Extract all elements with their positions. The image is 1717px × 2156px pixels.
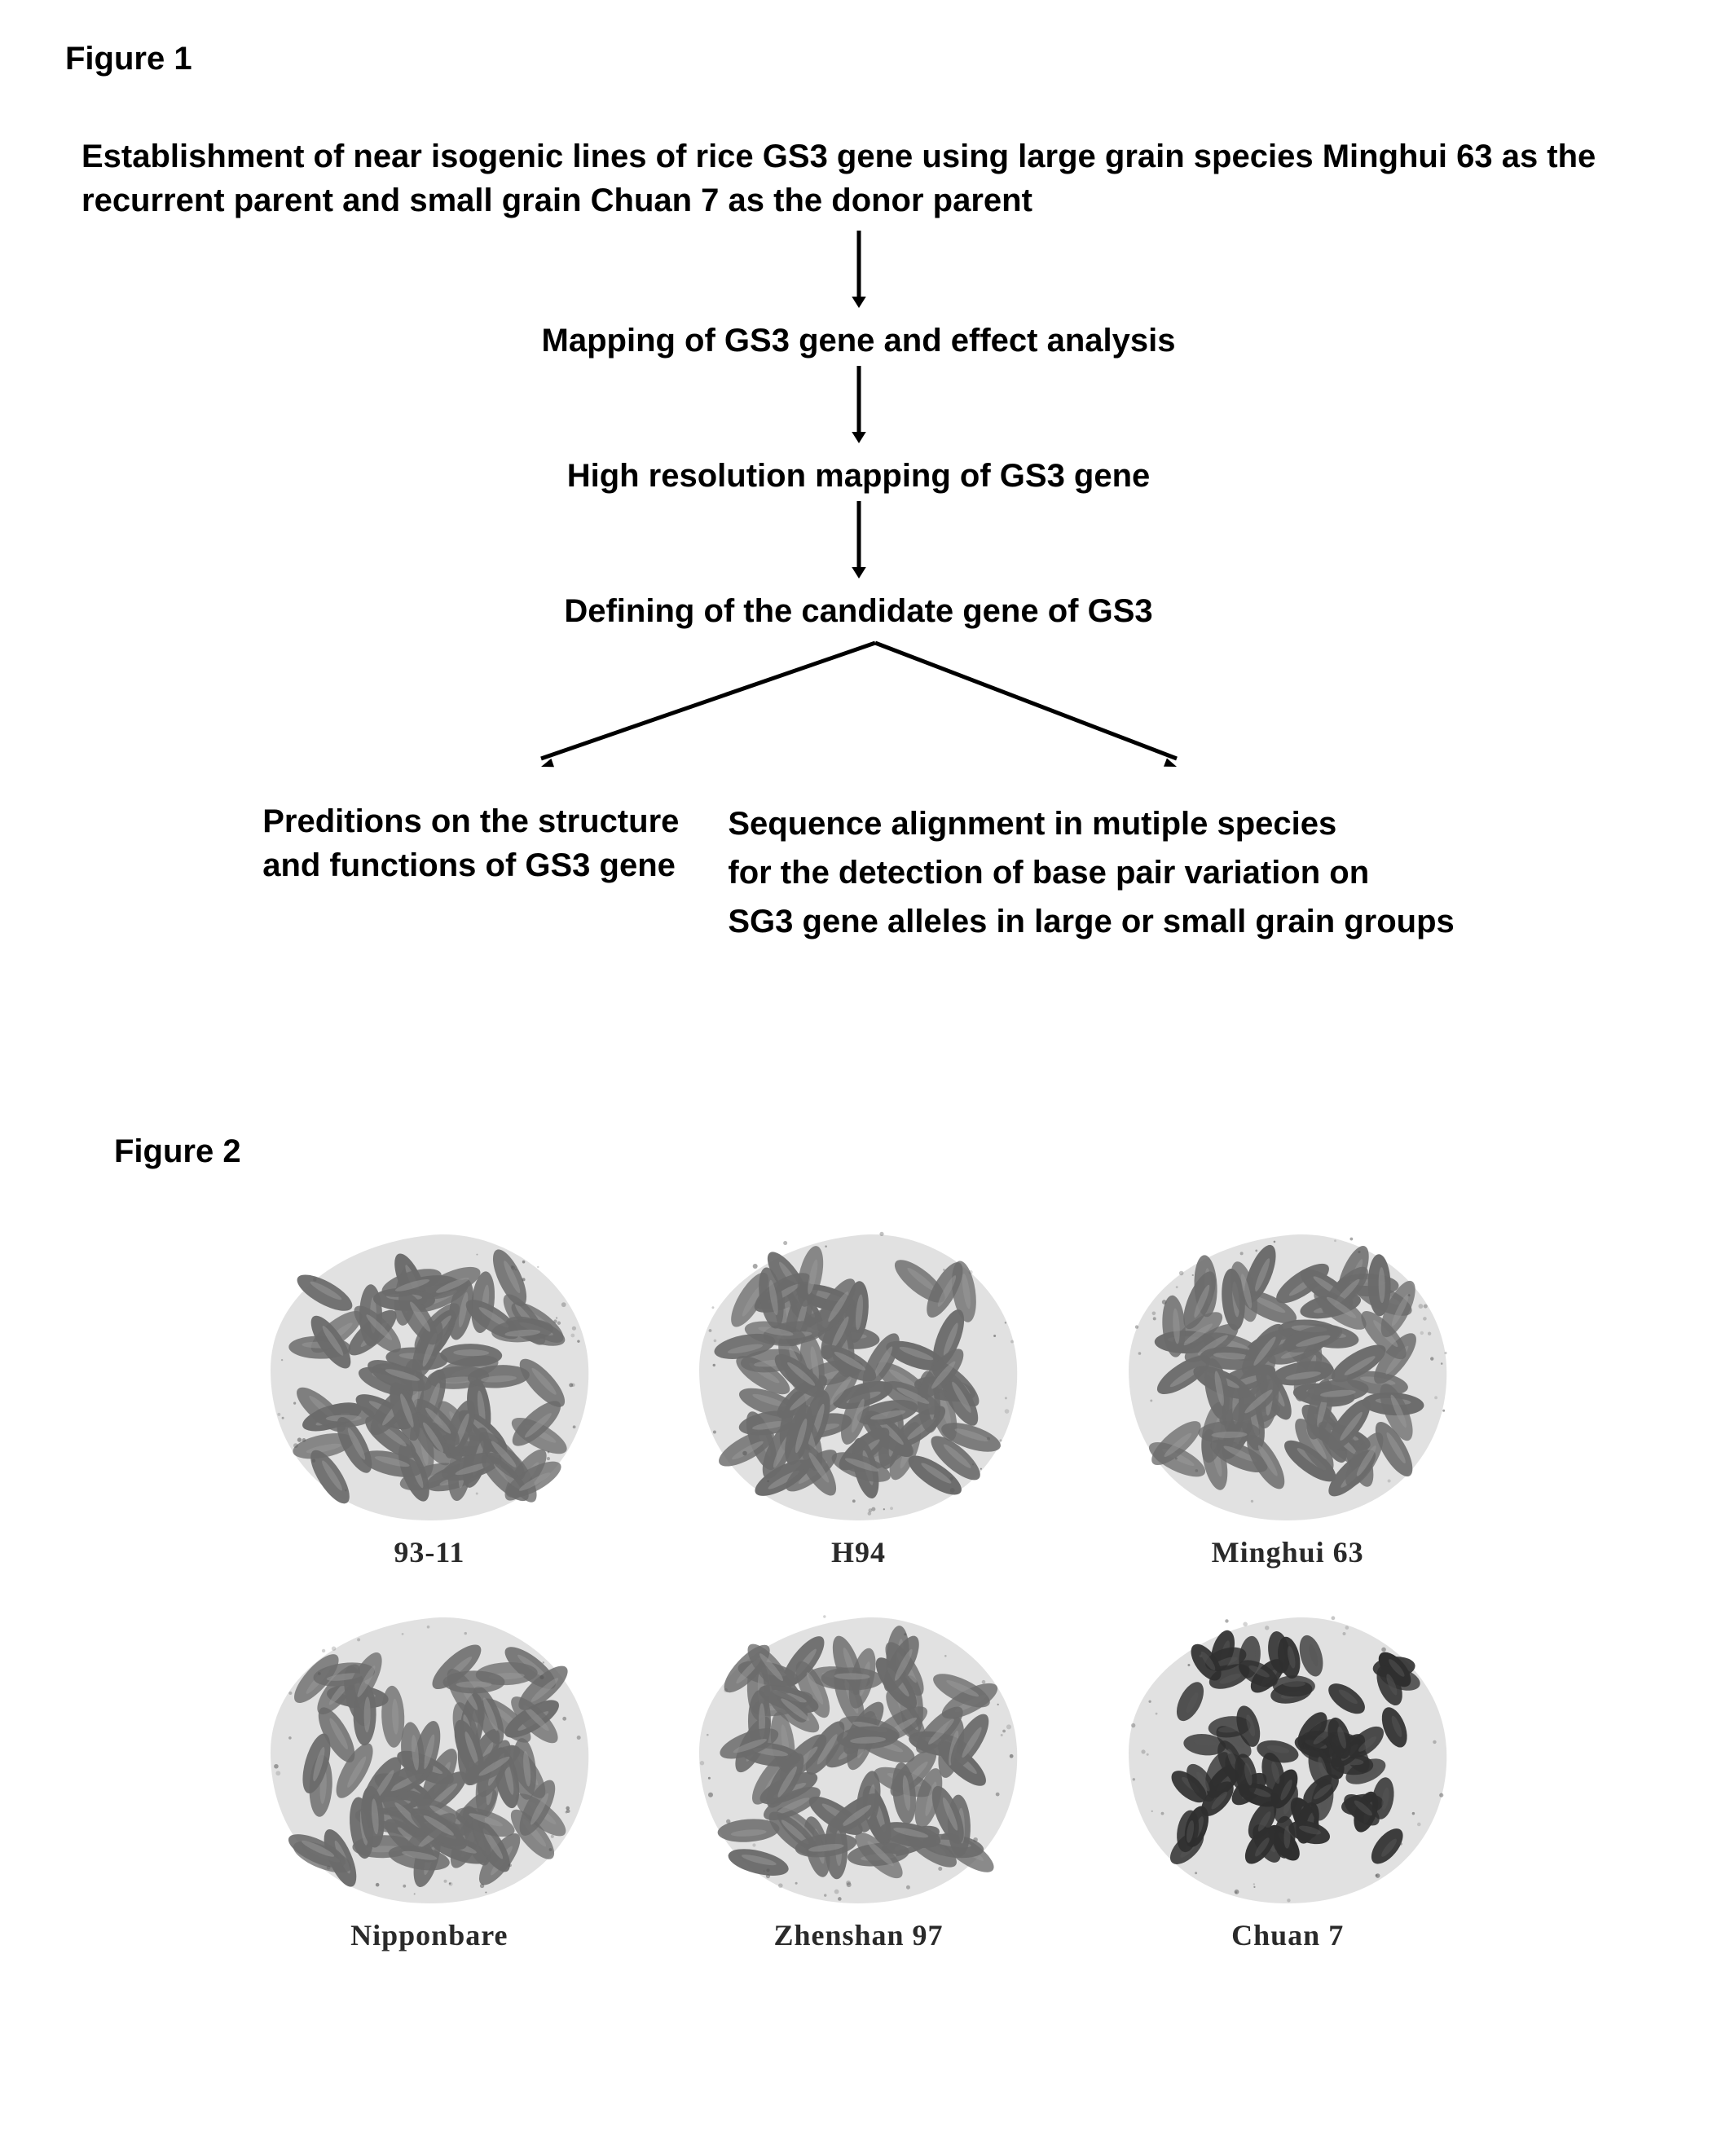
grain-image-5 [1116,1602,1459,1912]
branch-right-line1: Sequence alignment in mutiple species [728,799,1454,848]
arrow-3 [65,501,1652,587]
grain-image-2 [1116,1219,1459,1529]
grain-image-1 [687,1219,1029,1529]
grain-caption-5: Chuan 7 [1231,1918,1344,1952]
flow-step-1: Establishment of near isogenic lines of … [81,134,1636,222]
grain-caption-2: Minghui 63 [1212,1535,1364,1569]
grain-image-0 [258,1219,601,1529]
grain-cell-5: Chuan 7 [1106,1602,1470,1952]
grain-image-4 [687,1602,1029,1912]
flow-step-3: High resolution mapping of GS3 gene [65,458,1652,495]
grain-cell-3: Nipponbare [248,1602,612,1952]
grain-image-3 [258,1602,601,1912]
branch-left-line2: and functions of GS3 gene [262,843,679,887]
grain-caption-0: 93-11 [394,1535,464,1569]
grain-caption-3: Nipponbare [350,1918,508,1952]
arrow-1 [65,231,1652,316]
branch-right-line2: for the detection of base pair variation… [728,848,1454,897]
flow-step-4: Defining of the candidate gene of GS3 [65,593,1652,630]
grain-cell-0: 93-11 [248,1219,612,1569]
grain-caption-1: H94 [831,1535,886,1569]
figure-2: Figure 2 93-11 H94 Minghui 63 Nipponbare Zhe… [65,1133,1652,1952]
figure-1-label: Figure 1 [65,41,1652,77]
branch-split-arrows [492,636,1226,775]
flow-step-2: Mapping of GS3 gene and effect analysis [65,323,1652,359]
branch-left: Preditions on the structure and function… [262,799,679,946]
grain-cell-2: Minghui 63 [1106,1219,1470,1569]
figure-1: Figure 1 Establishment of near isogenic … [65,41,1652,946]
branch-right-line3: SG3 gene alleles in large or small grain… [728,897,1454,946]
grain-cell-4: Zhenshan 97 [676,1602,1041,1952]
branch-row: Preditions on the structure and function… [65,799,1652,946]
figure-2-label: Figure 2 [114,1133,1652,1170]
grain-grid: 93-11 H94 Minghui 63 Nipponbare Zhenshan 97 C… [248,1219,1470,1952]
grain-cell-1: H94 [676,1219,1041,1569]
branch-right: Sequence alignment in mutiple species fo… [728,799,1454,946]
grain-caption-4: Zhenshan 97 [773,1918,943,1952]
branch-left-line1: Preditions on the structure [262,799,679,843]
arrow-2 [65,366,1652,451]
